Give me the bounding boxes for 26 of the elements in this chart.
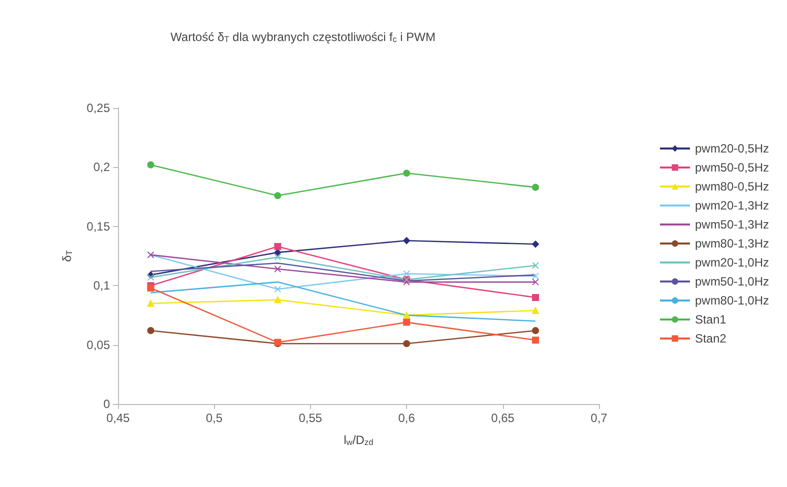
y-axis-title: δT xyxy=(60,250,74,262)
y-tick-label: 0,05 xyxy=(86,338,110,352)
legend-label: pwm20-0,5Hz xyxy=(694,142,770,156)
y-tick-label: 0,15 xyxy=(86,219,110,234)
legend-label: pwm50-1,0Hz xyxy=(694,274,770,288)
legend-label: Stan1 xyxy=(694,312,727,326)
chart-title: Wartość δT dla wybranych częstotliwości fc i PWM xyxy=(170,30,436,44)
legend-label: pwm80-1,3Hz xyxy=(694,236,770,250)
y-tick-label: 0 xyxy=(103,397,110,411)
legend-label: pwm20-1,3Hz xyxy=(694,198,770,212)
legend-label: Stan2 xyxy=(694,332,727,346)
x-axis-title: lw/Dzd xyxy=(344,433,374,448)
x-tick-label: 0,5 xyxy=(206,411,223,425)
x-tick-label: 0,65 xyxy=(491,411,515,425)
x-tick-label: 0,7 xyxy=(590,411,608,425)
x-tick-label: 0,55 xyxy=(298,411,322,425)
legend-label: pwm80-0,5Hz xyxy=(694,180,770,194)
legend-label: pwm50-1,3Hz xyxy=(694,218,770,232)
x-tick-label: 0,6 xyxy=(398,411,416,425)
legend-label: pwm20-1,0Hz xyxy=(694,256,770,270)
y-tick-label: 0,1 xyxy=(93,278,110,293)
y-tick-label: 0,2 xyxy=(93,160,110,174)
legend-label: pwm80-1,0Hz xyxy=(694,294,770,308)
y-tick-label: 0,25 xyxy=(86,101,110,115)
legend-label: pwm50-0,5Hz xyxy=(694,160,770,174)
x-tick-label: 0,45 xyxy=(106,411,130,425)
